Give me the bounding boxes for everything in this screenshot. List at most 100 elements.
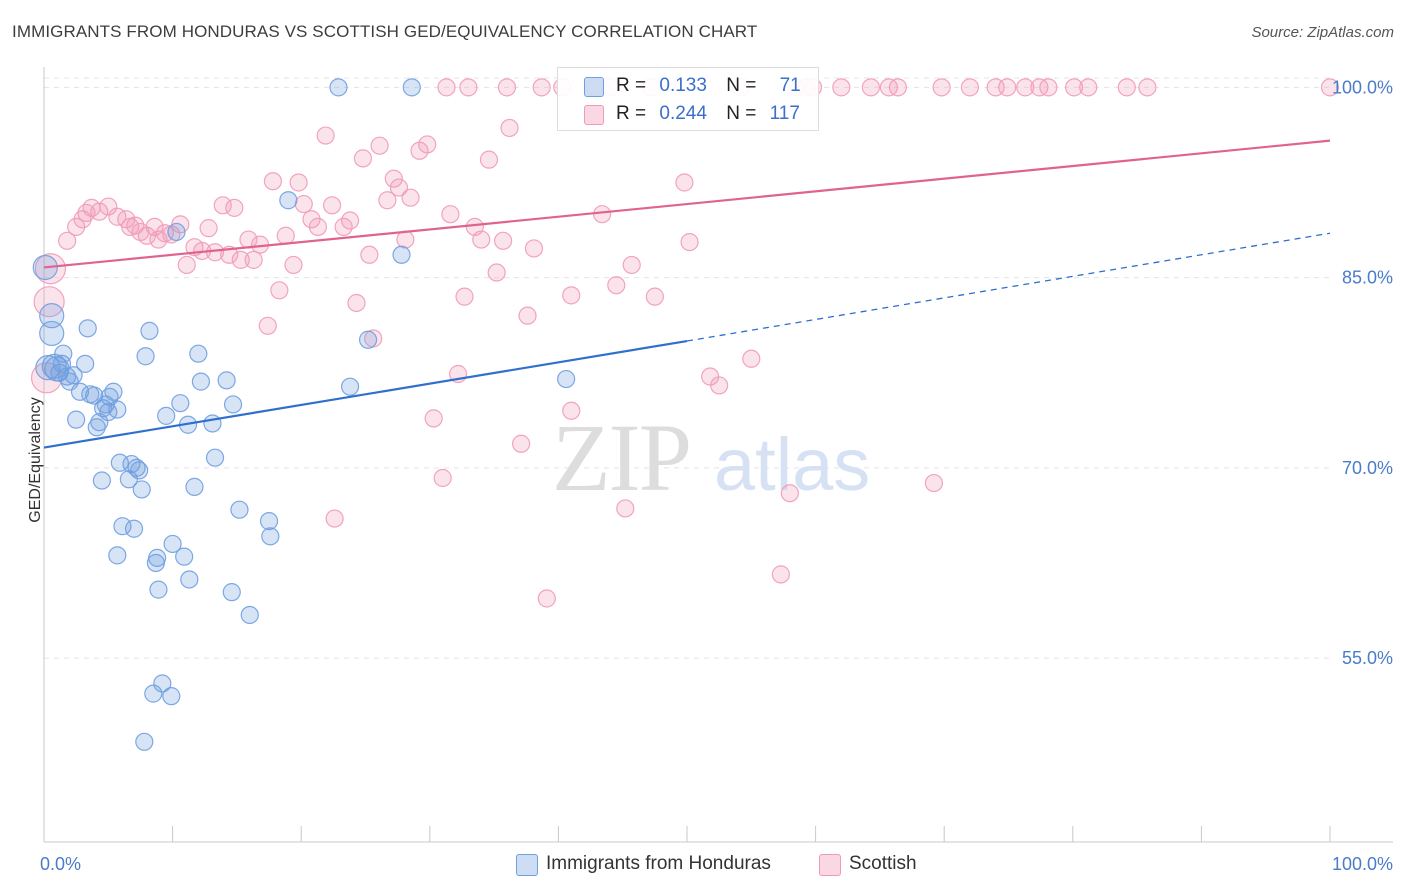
point-honduras-29 — [127, 458, 146, 477]
point-honduras-21 — [104, 382, 123, 401]
bottom-legend-swatch-scottish — [819, 854, 841, 876]
point-scottish-104 — [1016, 78, 1035, 97]
point-honduras-34 — [140, 321, 159, 340]
point-honduras-60 — [279, 191, 298, 210]
axes — [43, 67, 1393, 843]
point-scottish-103 — [998, 78, 1017, 97]
point-scottish-93 — [780, 484, 799, 503]
point-honduras-43 — [167, 222, 186, 242]
point-scottish-83 — [622, 255, 641, 275]
point-scottish-111 — [1320, 78, 1340, 97]
point-honduras-57 — [240, 605, 259, 625]
point-scottish-63 — [455, 287, 474, 306]
point-scottish-46 — [340, 211, 360, 230]
point-honduras-59 — [261, 527, 280, 546]
point-scottish-34 — [263, 172, 283, 191]
legend-n-label-scottish: N = — [726, 103, 757, 124]
point-scottish-29 — [231, 250, 250, 269]
point-scottish-60 — [433, 468, 452, 488]
watermark-atlas: atlas — [714, 423, 870, 506]
point-scottish-79 — [593, 205, 612, 224]
point-honduras-31 — [132, 480, 151, 499]
point-honduras-35 — [144, 684, 163, 703]
point-scottish-113 — [459, 78, 478, 97]
point-honduras-50 — [191, 372, 210, 391]
point-honduras-62 — [340, 377, 360, 396]
point-scottish-85 — [645, 287, 664, 306]
point-honduras-32 — [135, 732, 154, 751]
legend-r-label-honduras: R = — [616, 75, 647, 96]
point-scottish-49 — [360, 245, 379, 264]
point-scottish-51 — [370, 136, 389, 155]
point-honduras-54 — [222, 583, 241, 602]
point-scottish-35 — [270, 281, 289, 300]
point-scottish-67 — [487, 263, 506, 282]
point-scottish-109 — [1117, 78, 1136, 97]
point-scottish-106 — [1039, 78, 1058, 97]
point-scottish-65 — [472, 230, 491, 249]
trend-line-scottish — [43, 139, 1331, 269]
point-scottish-58 — [418, 135, 437, 154]
point-honduras-49 — [189, 344, 208, 363]
point-honduras-17 — [92, 471, 111, 490]
x-tick-label-1: 100.0% — [1332, 854, 1393, 874]
point-scottish-81 — [607, 276, 626, 295]
point-scottish-89 — [710, 376, 729, 395]
point-honduras-65 — [402, 78, 421, 97]
point-honduras-61 — [329, 78, 348, 97]
point-scottish-59 — [424, 409, 443, 428]
trend-lines — [43, 139, 1331, 449]
point-honduras-11 — [76, 354, 95, 373]
point-scottish-44 — [325, 509, 344, 528]
point-scottish-92 — [771, 565, 790, 584]
watermark-zip: ZIP — [552, 404, 690, 511]
point-scottish-74 — [537, 589, 556, 608]
point-honduras-9 — [67, 410, 86, 429]
point-scottish-41 — [308, 217, 328, 236]
point-scottish-37 — [284, 255, 303, 275]
point-scottish-101 — [960, 78, 980, 97]
point-honduras-70 — [94, 399, 113, 418]
point-honduras-67 — [35, 355, 61, 381]
point-scottish-56 — [401, 188, 420, 207]
y-tick-label-3: 55.0% — [1342, 648, 1393, 668]
point-honduras-66 — [557, 369, 576, 389]
point-honduras-48 — [185, 477, 204, 496]
legend-n-honduras: 71 — [779, 75, 801, 96]
y-tick-label-1: 85.0% — [1342, 268, 1393, 288]
point-scottish-2 — [34, 253, 67, 285]
chart-title: IMMIGRANTS FROM HONDURAS VS SCOTTISH GED… — [12, 22, 758, 41]
point-scottish-87 — [680, 232, 699, 252]
point-scottish-61 — [441, 205, 460, 224]
point-scottish-33 — [258, 316, 277, 335]
point-scottish-9 — [99, 197, 118, 216]
grid-lines — [44, 77, 1330, 659]
bottom-legend-label-honduras: Immigrants from Honduras — [546, 853, 771, 874]
point-honduras-22 — [108, 400, 127, 419]
point-honduras-6 — [54, 344, 73, 363]
point-scottish-71 — [518, 306, 537, 325]
point-honduras-44 — [171, 394, 190, 413]
legend-r-honduras: 0.133 — [659, 75, 707, 96]
point-scottish-110 — [1138, 78, 1157, 97]
legend-n-label-honduras: N = — [726, 75, 757, 96]
point-honduras-51 — [203, 414, 222, 433]
trend-line-dashed-honduras — [686, 232, 1331, 342]
trend-line-honduras — [43, 339, 688, 449]
point-scottish-82 — [616, 499, 635, 518]
data-points — [30, 78, 1340, 751]
point-scottish-53 — [384, 169, 403, 188]
legend-swatch-honduras — [584, 77, 604, 97]
point-scottish-39 — [294, 194, 313, 214]
point-honduras-24 — [113, 517, 132, 536]
point-honduras-52 — [205, 448, 225, 467]
point-scottish-6 — [77, 203, 96, 223]
point-scottish-55 — [396, 230, 415, 249]
bottom-legend-swatch-honduras — [516, 854, 538, 876]
point-honduras-41 — [162, 687, 181, 706]
stats-legend: R = 0.133 N = 71 R = 0.244 N = 117 — [557, 67, 819, 131]
point-scottish-99 — [924, 473, 944, 493]
point-honduras-30 — [130, 461, 149, 480]
point-honduras-47 — [180, 570, 199, 589]
bottom-legend-label-scottish: Scottish — [849, 853, 917, 874]
